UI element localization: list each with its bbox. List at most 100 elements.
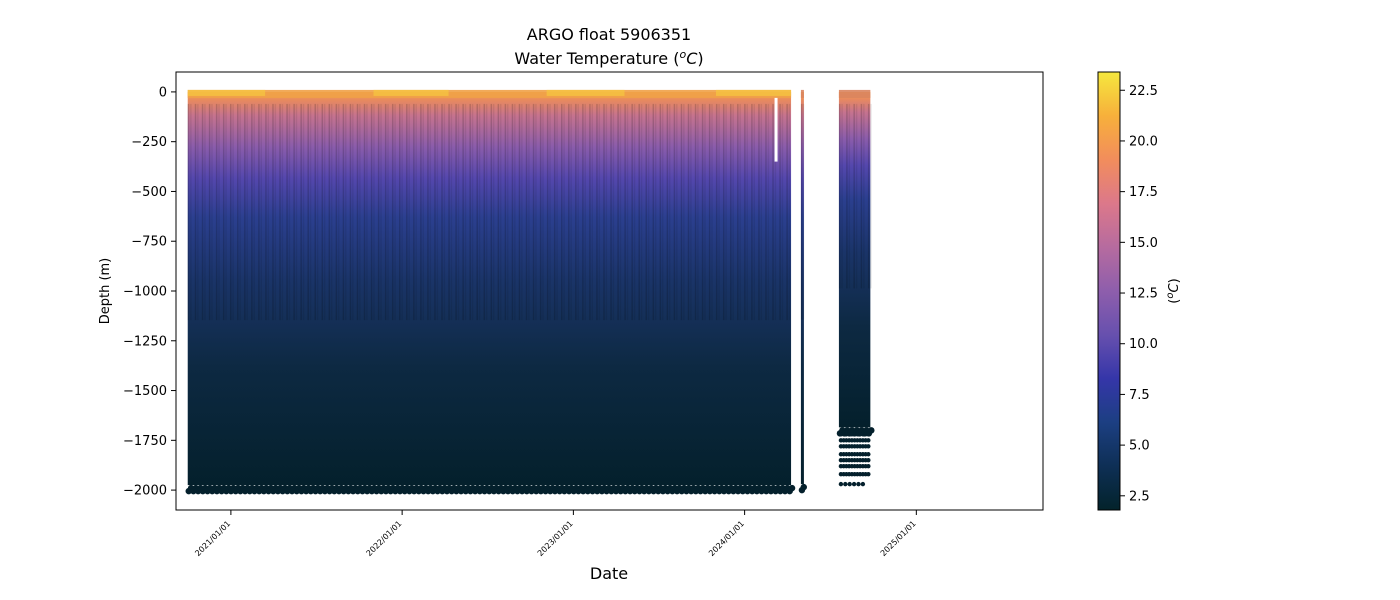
profile-streak	[860, 103, 863, 289]
profile-streak	[300, 103, 302, 321]
profile-streak	[870, 103, 872, 289]
colorbar	[1097, 71, 1121, 511]
profile-streak	[342, 103, 345, 321]
x-tick-label: 2024/01/01	[707, 519, 746, 558]
profile-streak	[610, 103, 612, 321]
profile-streak	[504, 103, 507, 321]
profile-streak	[499, 103, 502, 321]
profile-streak	[535, 103, 537, 321]
profile-streak	[464, 103, 467, 321]
profile-streak	[867, 103, 870, 289]
y-tick-label: −1250	[123, 334, 167, 349]
profile-streak	[415, 103, 417, 321]
deep-point	[866, 458, 871, 463]
y-tick-label: 0	[159, 85, 167, 100]
profile-streak	[274, 103, 277, 321]
profile-streak	[638, 103, 640, 321]
profile-streak	[676, 103, 678, 321]
profile-streak	[760, 103, 763, 321]
profile-streak	[711, 103, 713, 321]
profile-streak	[626, 103, 629, 321]
profile-streak	[187, 103, 190, 321]
profile-streak	[765, 103, 767, 321]
profile-streak	[525, 103, 528, 321]
profile-streak	[373, 103, 375, 321]
profile-streak	[321, 103, 324, 321]
profile-streak	[718, 103, 720, 321]
deep-point	[838, 481, 844, 487]
profile-streak	[197, 103, 199, 321]
profile-streak	[584, 103, 586, 321]
profile-streak	[497, 103, 500, 321]
profile-streak	[652, 103, 655, 321]
profile-streak	[455, 103, 457, 321]
profile-streak	[598, 103, 601, 321]
deep-point	[866, 452, 871, 457]
y-tick-label: −1500	[123, 384, 167, 399]
profile-streak	[767, 103, 770, 321]
profile-streak	[281, 103, 284, 321]
profile-streak	[436, 103, 439, 321]
bottom-point	[788, 484, 796, 492]
profile-streak	[420, 103, 422, 321]
profile-streak	[577, 103, 579, 321]
x-axis: 2021/01/01 2022/01/01 2023/01/01 2024/01/01…	[193, 510, 918, 558]
profile-streak	[542, 103, 544, 321]
profile-streak	[704, 103, 706, 321]
profile-streak	[680, 103, 683, 321]
profile-streak	[612, 103, 615, 321]
profile-streak	[617, 103, 619, 321]
profile-streak	[802, 103, 805, 320]
colorbar-tick-label: 12.5	[1129, 287, 1158, 302]
profile-streak	[222, 103, 225, 321]
profile-streak	[462, 103, 464, 321]
profile-streak	[422, 103, 424, 321]
colorbar-tick-label: 10.0	[1129, 337, 1158, 352]
profile-streak	[603, 103, 605, 321]
profile-streak	[800, 103, 803, 320]
profile-streak	[485, 103, 488, 321]
x-tick-label: 2021/01/01	[193, 519, 232, 558]
profile-streak	[753, 103, 756, 321]
profile-streak	[190, 103, 192, 321]
profile-streak	[732, 103, 734, 321]
profile-streak	[563, 103, 565, 321]
profile-streak	[631, 103, 633, 321]
profile-streak	[239, 103, 241, 321]
profile-streak	[370, 103, 373, 321]
profile-streak	[855, 103, 858, 289]
warm-surface-patch	[715, 89, 792, 96]
profile-streak	[514, 103, 516, 321]
profile-streak	[366, 103, 368, 321]
profile-streak	[528, 103, 530, 321]
profile-streak	[286, 103, 288, 321]
profile-streak	[786, 103, 788, 321]
profile-streak	[443, 103, 446, 321]
profile-streak	[406, 103, 408, 321]
profile-streak	[568, 103, 570, 321]
profile-streak	[647, 103, 650, 321]
profile-segment-1	[800, 91, 804, 485]
profile-streak	[201, 103, 204, 321]
profile-streak	[330, 103, 333, 321]
profile-streak	[633, 103, 636, 321]
profile-streak	[387, 103, 389, 321]
colorbar-tick-label: 7.5	[1129, 388, 1150, 403]
bottom-point	[800, 483, 807, 491]
deep-point	[866, 444, 871, 449]
profile-streak	[730, 103, 732, 321]
profile-streak	[391, 103, 394, 321]
profile-streak	[302, 103, 305, 321]
profile-streak	[427, 103, 429, 321]
profile-streak	[779, 103, 781, 321]
profile-streak	[469, 103, 471, 321]
profile-streak	[471, 103, 474, 321]
deep-point	[847, 481, 852, 487]
profile-streak	[337, 103, 340, 321]
profile-streak	[359, 103, 361, 321]
profile-streak	[774, 103, 777, 321]
deep-point	[851, 481, 857, 487]
profile-streak	[288, 103, 291, 321]
profile-streak	[258, 103, 260, 321]
surface-band-1	[800, 89, 804, 98]
